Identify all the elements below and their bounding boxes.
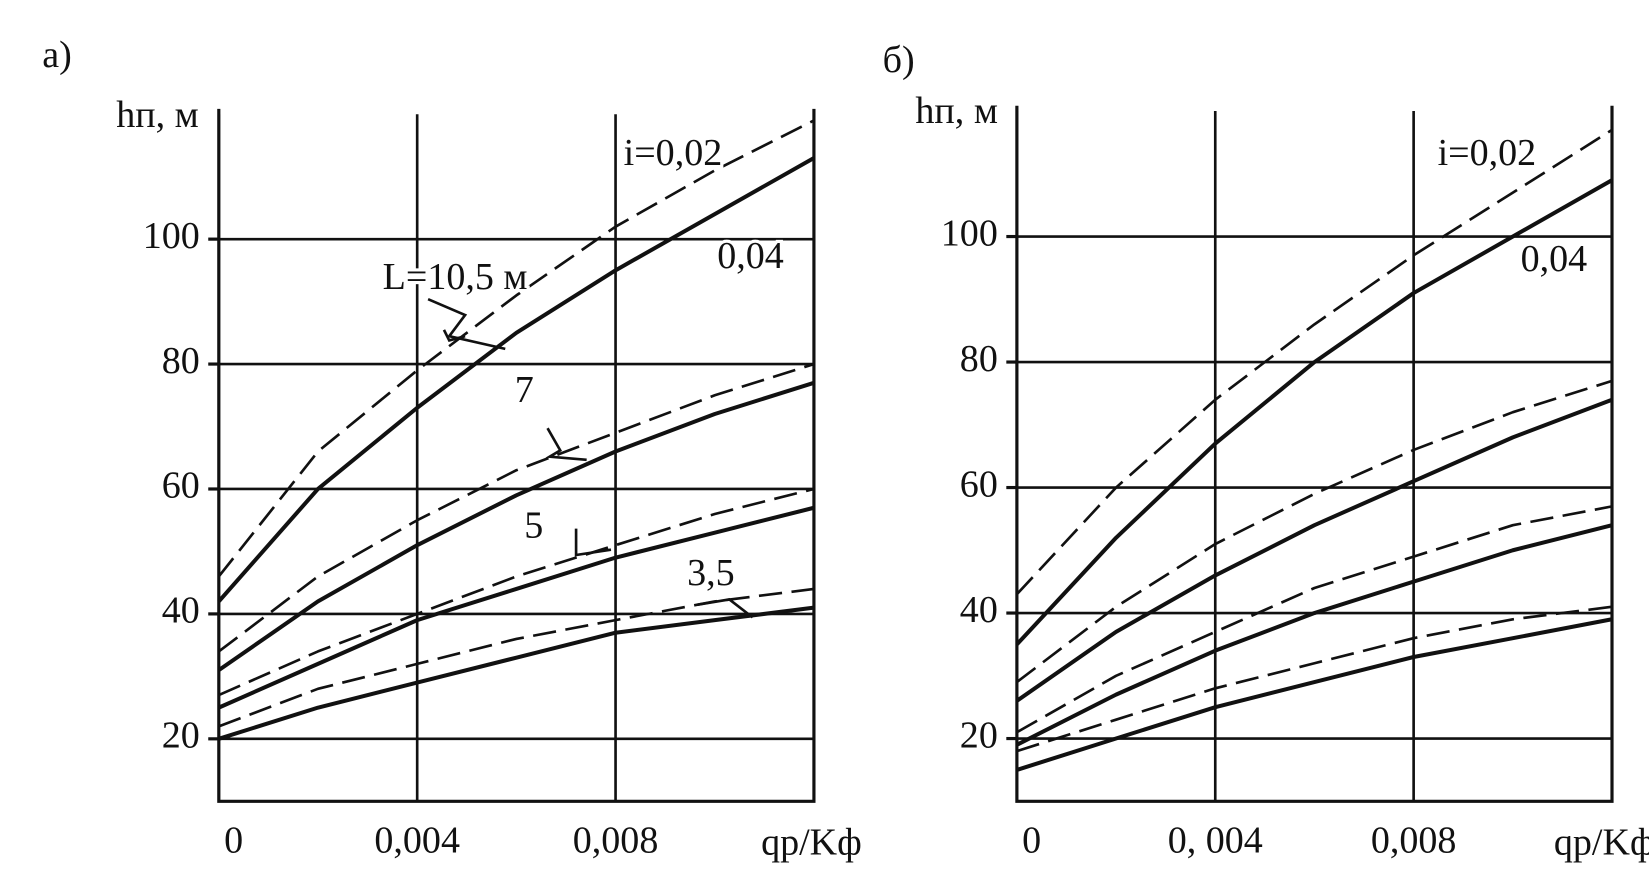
curve — [1016, 617, 1613, 772]
x-axis-title: qр/Kф — [1554, 821, 1649, 863]
y-tick-label: 60 — [960, 463, 998, 505]
x-tick-label: 0,008 — [1371, 819, 1457, 861]
axis-frame — [217, 108, 816, 803]
curve — [1016, 605, 1613, 753]
x-tick-label: 0 — [1022, 819, 1041, 861]
curve — [1015, 523, 1613, 747]
annotation: 5 — [524, 504, 543, 546]
x-axis-title: qр/Kф — [761, 821, 862, 863]
curve — [1015, 178, 1613, 646]
axis-frame — [1015, 105, 1614, 803]
annotation: 0,04 — [717, 235, 784, 277]
curve — [217, 380, 815, 672]
curve — [217, 156, 815, 603]
curve — [1016, 505, 1613, 734]
annotation: L=10,5 м — [383, 256, 528, 298]
annotation: 0,04 — [1521, 238, 1588, 280]
x-tick-label: 0,004 — [374, 819, 460, 861]
y-tick-label: 20 — [960, 714, 998, 756]
x-tick-label: 0,008 — [573, 819, 659, 861]
annotation: 7 — [515, 369, 534, 411]
curve — [1016, 379, 1613, 684]
x-tick-label: 0, 004 — [1168, 819, 1263, 861]
curve — [1015, 128, 1613, 596]
x-tick-label: 0 — [224, 819, 243, 861]
callout-arrow — [545, 427, 587, 462]
panel-label: б) — [883, 39, 915, 81]
curve — [217, 119, 815, 578]
curve — [218, 587, 815, 728]
curve — [218, 487, 815, 697]
curve — [218, 362, 815, 653]
curve — [1015, 397, 1613, 703]
y-tick-label: 80 — [960, 338, 998, 380]
y-tick-label: 100 — [941, 212, 998, 254]
annotation: 3,5 — [687, 552, 735, 594]
y-axis-title: hп, м — [116, 94, 198, 136]
y-tick-label: 20 — [162, 715, 200, 757]
y-axis-title: hп, м — [915, 90, 998, 132]
callout-arrow — [427, 297, 506, 351]
curve — [218, 605, 815, 741]
y-tick-label: 40 — [960, 589, 998, 631]
y-tick-label: 100 — [143, 215, 200, 257]
annotation: i=0,02 — [624, 132, 723, 174]
annotation: i=0,02 — [1438, 132, 1537, 174]
panel-label: а) — [42, 34, 72, 76]
y-tick-label: 80 — [162, 340, 200, 382]
curve — [217, 505, 815, 710]
y-tick-label: 60 — [162, 465, 200, 507]
y-tick-label: 40 — [162, 590, 200, 632]
